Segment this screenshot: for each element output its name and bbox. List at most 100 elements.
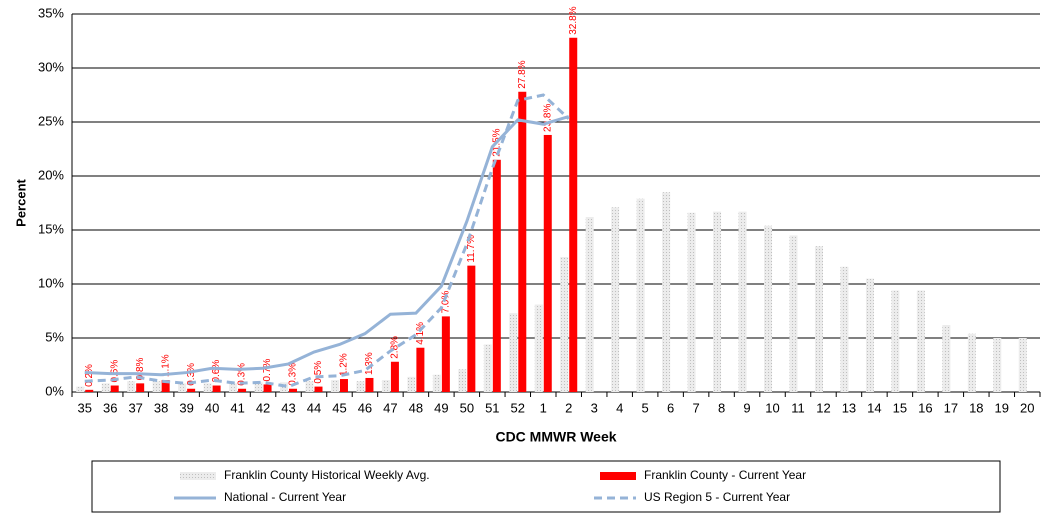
y-tick-label: 25% xyxy=(38,113,64,128)
bar xyxy=(330,380,339,392)
bar xyxy=(203,383,212,392)
bar xyxy=(432,374,441,392)
x-tick-label: 39 xyxy=(179,400,193,415)
bar xyxy=(509,313,518,392)
bar xyxy=(483,344,492,392)
x-tick-label: 9 xyxy=(743,400,750,415)
bar xyxy=(305,381,314,392)
data-label: 0.2% xyxy=(84,364,95,387)
x-tick-label: 47 xyxy=(383,400,397,415)
x-tick-label: 46 xyxy=(358,400,372,415)
legend-label: US Region 5 - Current Year xyxy=(644,490,790,504)
bar xyxy=(85,389,94,392)
data-label: 0.7% xyxy=(262,359,273,382)
x-tick-label: 50 xyxy=(460,400,474,415)
x-tick-label: 12 xyxy=(816,400,830,415)
bar xyxy=(764,225,773,392)
bar xyxy=(467,265,476,392)
bar xyxy=(713,211,722,392)
bar xyxy=(518,91,527,392)
y-tick-label: 15% xyxy=(38,221,64,236)
data-label: 0.3% xyxy=(237,363,248,386)
data-label: 0.5% xyxy=(313,361,324,384)
bar xyxy=(212,385,221,392)
legend-label: National - Current Year xyxy=(224,490,346,504)
data-label: 1.1% xyxy=(160,354,171,377)
bar xyxy=(127,381,136,392)
x-tick-label: 4 xyxy=(616,400,623,415)
bar xyxy=(229,383,238,392)
legend-swatch xyxy=(600,472,636,480)
bar xyxy=(891,290,900,392)
bar xyxy=(416,347,425,392)
data-label: 0.6% xyxy=(211,360,222,383)
bar xyxy=(339,379,348,392)
bar xyxy=(611,207,620,392)
x-tick-label: 2 xyxy=(565,400,572,415)
x-tick-label: 43 xyxy=(281,400,295,415)
x-tick-label: 19 xyxy=(995,400,1009,415)
bar xyxy=(916,290,925,392)
data-label: 0.3% xyxy=(288,363,299,386)
x-tick-label: 16 xyxy=(918,400,932,415)
x-tick-label: 44 xyxy=(307,400,321,415)
y-tick-label: 30% xyxy=(38,59,64,74)
bar xyxy=(738,211,747,392)
legend-label: Franklin County Historical Weekly Avg. xyxy=(224,468,430,482)
data-label: 0.6% xyxy=(109,360,120,383)
bar xyxy=(390,361,399,392)
data-label: 7.0% xyxy=(441,290,452,313)
bar xyxy=(967,333,976,392)
y-tick-label: 35% xyxy=(38,5,64,20)
data-label: 0.3% xyxy=(186,363,197,386)
x-tick-label: 49 xyxy=(434,400,448,415)
x-tick-label: 51 xyxy=(485,400,499,415)
data-label: 11.7% xyxy=(466,235,477,263)
bar xyxy=(152,381,161,392)
bar xyxy=(441,316,450,392)
x-tick-label: 45 xyxy=(332,400,346,415)
x-tick-label: 5 xyxy=(642,400,649,415)
x-tick-label: 41 xyxy=(230,400,244,415)
bar xyxy=(662,192,671,392)
data-label: 27.8% xyxy=(517,60,528,88)
bar xyxy=(289,388,298,392)
bar xyxy=(254,382,263,392)
x-tick-label: 17 xyxy=(944,400,958,415)
x-tick-label: 6 xyxy=(667,400,674,415)
data-label: 1.3% xyxy=(364,352,375,375)
y-tick-label: 5% xyxy=(45,329,64,344)
bar xyxy=(585,217,594,392)
y-tick-label: 20% xyxy=(38,167,64,182)
bar xyxy=(407,376,416,392)
data-label: 0.8% xyxy=(135,357,146,380)
x-tick-label: 18 xyxy=(969,400,983,415)
bar xyxy=(178,383,187,392)
y-axis-label: Percent xyxy=(13,178,28,226)
x-tick-label: 15 xyxy=(893,400,907,415)
bar xyxy=(840,266,849,392)
x-tick-label: 14 xyxy=(867,400,881,415)
data-label: 32.8% xyxy=(568,6,579,34)
bar xyxy=(136,383,145,392)
legend-label: Franklin County - Current Year xyxy=(644,468,806,482)
bar xyxy=(238,388,247,392)
bar xyxy=(365,377,374,392)
bar xyxy=(187,388,196,392)
data-label: 4.1% xyxy=(415,322,426,345)
bar xyxy=(263,384,272,392)
bar xyxy=(534,304,543,392)
data-label: 23.8% xyxy=(542,103,553,131)
bar xyxy=(1018,338,1027,392)
x-tick-label: 8 xyxy=(718,400,725,415)
y-tick-label: 10% xyxy=(38,275,64,290)
line xyxy=(84,93,570,389)
x-tick-label: 7 xyxy=(692,400,699,415)
x-tick-label: 13 xyxy=(842,400,856,415)
x-tick-label: 36 xyxy=(103,400,117,415)
x-tick-label: 37 xyxy=(128,400,142,415)
bar xyxy=(789,235,798,392)
bar xyxy=(161,380,170,392)
bar xyxy=(814,246,823,392)
